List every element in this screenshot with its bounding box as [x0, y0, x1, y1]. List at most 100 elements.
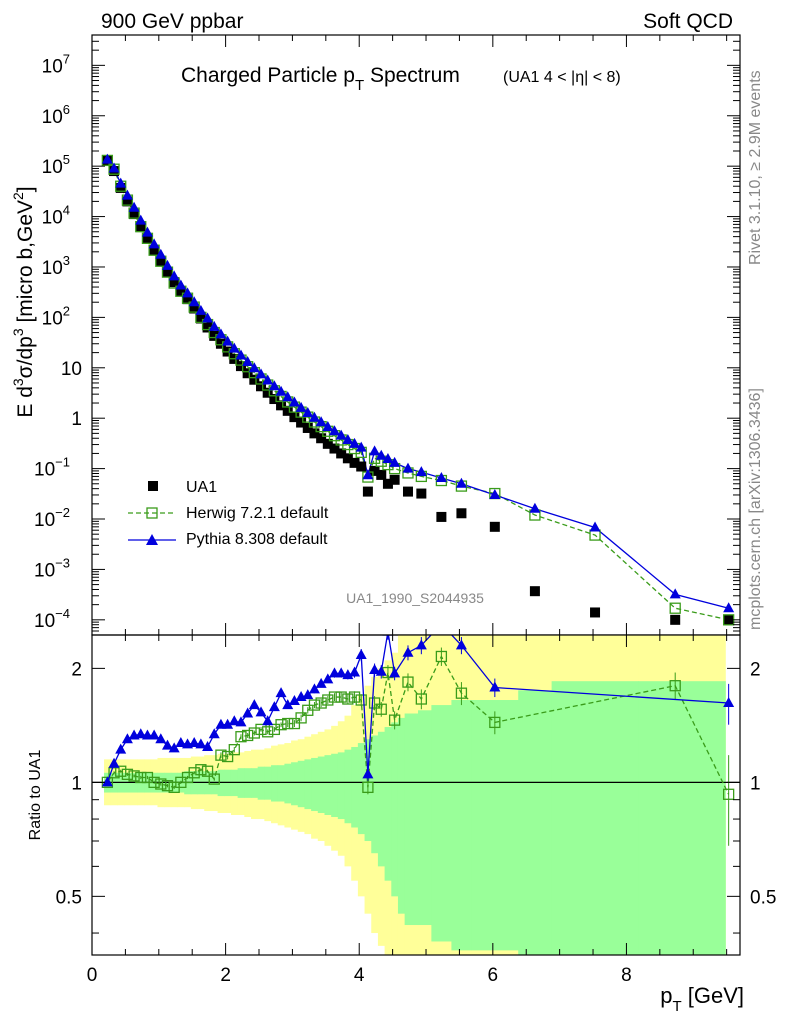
ua1-point: [249, 374, 260, 385]
pythia-point: [335, 429, 347, 440]
legend-herwig-label: Herwig 7.2.1 default: [186, 505, 329, 522]
ratio-band-inner: [404, 713, 419, 926]
pythia-point: [121, 189, 133, 200]
ua1-point: [135, 222, 146, 233]
herwig-ratio-point: [221, 750, 234, 763]
ua1-point: [215, 338, 226, 349]
ua1-point: [115, 182, 126, 193]
ratio-xlabel: pT [GeV]: [660, 983, 744, 1015]
ua1-point: [175, 286, 186, 297]
herwig-ratio-point: [188, 767, 200, 779]
pythia-ratio-point: [302, 689, 314, 700]
herwig-ratio-point: [161, 780, 174, 792]
ua1-point: [670, 614, 681, 625]
main-y-tick-label: 105: [42, 152, 70, 178]
ua1-point: [316, 433, 327, 444]
main-y-tick-label: 103: [42, 253, 70, 279]
pythia-ratio-point: [101, 776, 113, 787]
herwig-ratio-point: [115, 765, 127, 777]
herwig-ratio-point: [669, 680, 681, 692]
herwig-ratio-point: [201, 765, 214, 777]
ratio-x-tick-label: 0: [87, 965, 98, 986]
pythia-ratio-point: [375, 665, 387, 676]
pythia-ratio-point: [455, 639, 467, 650]
pythia-ratio-point: [268, 701, 280, 712]
ratio-band-inner: [391, 722, 399, 897]
ua1-point: [256, 381, 267, 392]
pythia-point: [489, 488, 501, 499]
pythia-point: [168, 270, 180, 281]
pythia-point: [228, 342, 240, 353]
pythia-point: [255, 368, 267, 379]
pythia-ratio-point: [282, 699, 294, 710]
pythia-ratio-point: [315, 677, 327, 688]
herwig-ratio-point: [455, 687, 468, 699]
pythia-point: [128, 201, 140, 212]
ua1-point: [169, 277, 180, 288]
ratio-y-tick-label-right: 1: [750, 773, 761, 794]
pythia-ratio-point: [382, 635, 394, 636]
ratio-band-inner: [324, 755, 332, 815]
herwig-ratio-point: [722, 788, 735, 800]
ratio-ylabel: Ratio to UA1: [27, 750, 44, 841]
herwig-ratio-point: [315, 697, 327, 709]
ratio-plot-panel: 0.5 0.5 1 1 2 2 0 2 4 6 8: [56, 634, 776, 986]
ratio-plot-frame: [91, 634, 741, 956]
ratio-plot-axes: 0.5 0.5 1 1 2 2 0 2 4 6 8: [56, 635, 776, 986]
legend-pythia-label: Pythia 8.308 default: [186, 531, 328, 548]
ratio-band-inner: [344, 749, 352, 824]
herwig-ratio-point: [108, 767, 120, 779]
main-y-tick-label: 102: [42, 303, 70, 329]
main-plot-axes: 10−4 10−3 10−2 10−1 1 10 102 103 104 105 106 107: [34, 34, 740, 636]
ratio-band-inner: [418, 710, 432, 926]
herwig-line: [106, 160, 729, 621]
ratio-band-inner: [337, 752, 346, 820]
pythia-ratio-point: [355, 648, 367, 659]
pythia-ratio-point: [275, 687, 287, 698]
ua1-point: [529, 586, 540, 597]
ua1-point: [436, 511, 447, 522]
ua1-point: [269, 394, 280, 405]
ua1-point: [309, 428, 320, 439]
ua1-point: [209, 330, 220, 341]
pythia-point: [135, 214, 147, 225]
ua1-point: [195, 313, 206, 324]
pythia-point: [455, 477, 467, 488]
rivet-version-label: Rivet 3.1.10, ≥ 2.9M events: [747, 70, 764, 265]
pythia-point: [155, 248, 167, 259]
ua1-point: [356, 461, 367, 472]
herwig-ratio-point: [368, 697, 381, 709]
ratio-band-inner: [384, 727, 392, 881]
herwig-ratio-point: [415, 693, 427, 705]
ratio-band-inner: [471, 700, 519, 951]
header-category-label: Soft QCD: [643, 10, 733, 33]
herwig-ratio-point: [262, 726, 274, 738]
main-plot-marks: [101, 153, 735, 626]
herwig-ratio-point: [342, 693, 354, 705]
ua1-point: [322, 438, 333, 449]
pythia-ratio-point: [308, 683, 320, 694]
pythia-point: [302, 406, 314, 417]
ua1-point: [122, 196, 133, 207]
pythia-ratio-point: [175, 737, 187, 748]
main-y-tick-label: 1: [71, 409, 82, 430]
ratio-y-tick-label: 1: [71, 773, 82, 794]
ratio-band-inner: [277, 765, 285, 802]
pythia-ratio-point: [723, 697, 735, 708]
pythia-ratio-point: [161, 739, 173, 750]
pythia-point: [723, 602, 735, 613]
herwig-ratio-point: [362, 781, 374, 794]
pythia-point: [175, 279, 187, 290]
ratio-y-tick-label: 2: [71, 659, 82, 680]
ratio-y-tick-label-right: 0.5: [750, 887, 776, 908]
ua1-point: [362, 486, 373, 497]
main-title: Charged Particle pT Spectrum: [181, 64, 460, 94]
herwig-ratio-point: [228, 744, 240, 756]
herwig-ratio-point: [235, 731, 247, 743]
ratio-band-inner: [311, 757, 319, 812]
ua1-point: [489, 521, 500, 532]
pythia-ratio-point: [155, 733, 167, 744]
ua1-point: [302, 422, 313, 433]
ua1-point: [242, 368, 253, 379]
ua1-point: [162, 266, 173, 277]
